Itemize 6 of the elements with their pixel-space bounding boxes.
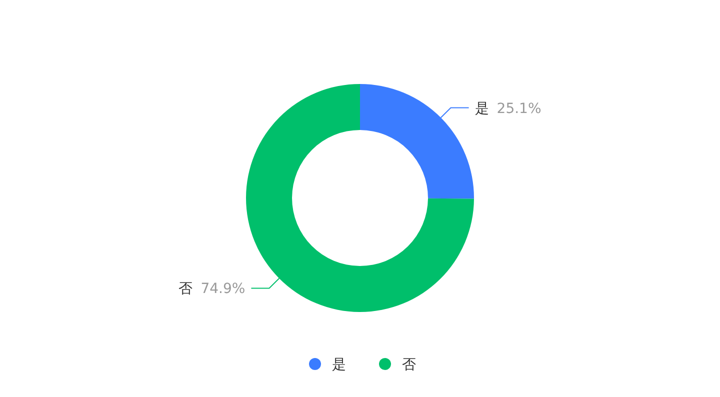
- legend-label: 否: [402, 357, 416, 373]
- legend-label: 是: [332, 357, 346, 373]
- slice-label: 否: [178, 281, 193, 298]
- data-label: 25.1%: [496, 100, 542, 117]
- data-label: 74.9%: [200, 281, 246, 298]
- slice-label: 是: [474, 100, 489, 117]
